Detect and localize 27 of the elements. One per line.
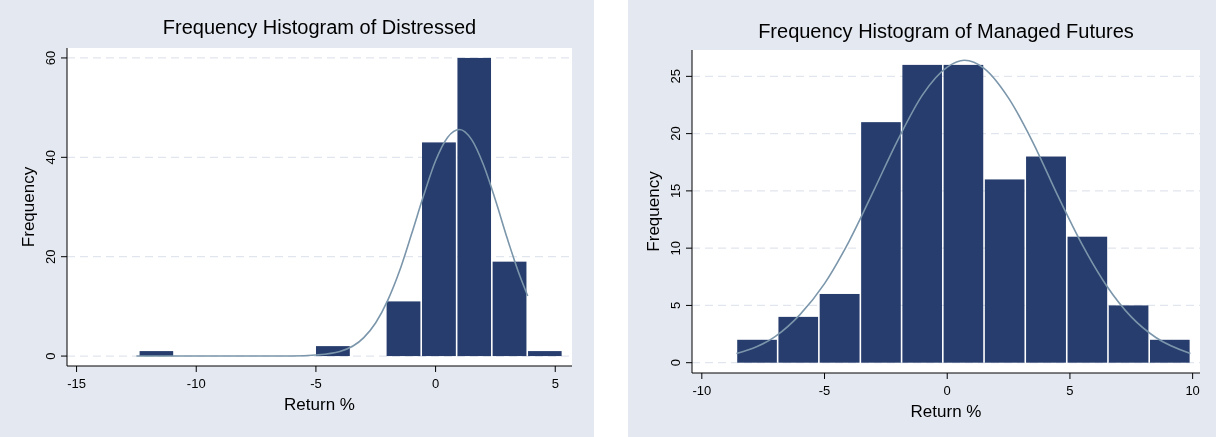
chart-title: Frequency Histogram of Distressed bbox=[162, 16, 477, 38]
y-tick-label: 10 bbox=[668, 240, 683, 256]
y-axis-title: Frequency bbox=[19, 166, 38, 248]
y-axis-title: Frequency bbox=[644, 170, 663, 252]
chart-title: Frequency Histogram of Managed Futures bbox=[758, 20, 1134, 42]
y-tick-label: 40 bbox=[43, 150, 58, 165]
y-tick-label: 60 bbox=[43, 50, 58, 66]
y-tick-label: 20 bbox=[43, 249, 58, 264]
y-tick-label: 15 bbox=[668, 183, 683, 199]
x-axis-title: Return % bbox=[910, 402, 982, 421]
y-tick-label: 0 bbox=[43, 352, 58, 360]
x-tick-label: 5 bbox=[1066, 383, 1074, 398]
x-tick-label: 10 bbox=[1185, 383, 1200, 398]
x-tick-label: 0 bbox=[431, 376, 440, 391]
x-tick-label: -5 bbox=[818, 383, 831, 398]
line-series bbox=[135, 128, 529, 357]
x-tick-label: -10 bbox=[186, 376, 206, 391]
x-tick-label: 5 bbox=[551, 376, 559, 391]
y-tick-label: 25 bbox=[668, 69, 683, 84]
x-axis-title: Return % bbox=[284, 395, 355, 414]
y-tick-label: 20 bbox=[668, 126, 683, 141]
x-tick-label: -10 bbox=[692, 383, 712, 398]
y-tick-label: 5 bbox=[668, 301, 683, 310]
x-tick-label: 0 bbox=[943, 383, 951, 398]
x-tick-label: -5 bbox=[310, 376, 322, 391]
x-tick-label: -15 bbox=[67, 376, 86, 391]
y-tick-label: 0 bbox=[668, 359, 683, 367]
